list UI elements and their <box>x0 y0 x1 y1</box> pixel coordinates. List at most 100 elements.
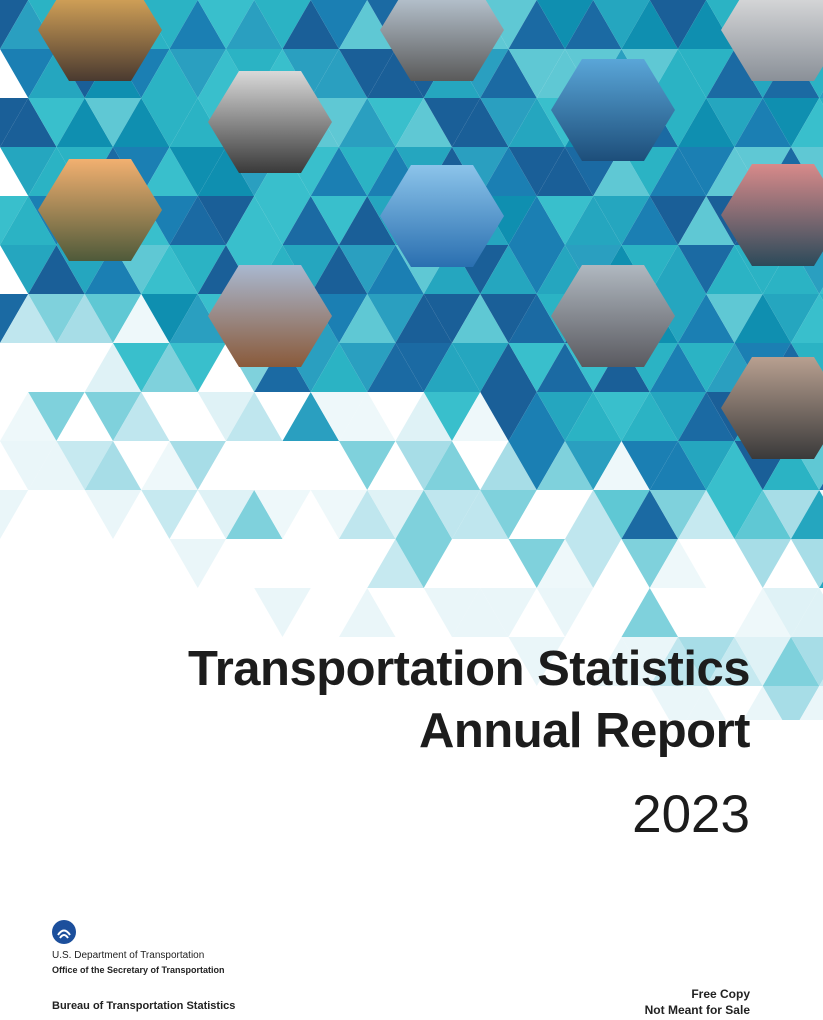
mosaic-triangle <box>649 196 707 245</box>
mosaic-triangle <box>423 588 481 637</box>
mosaic-triangle <box>762 98 820 147</box>
mosaic-triangle <box>282 49 339 98</box>
mosaic-triangle <box>339 49 396 98</box>
mosaic-triangle <box>169 196 226 245</box>
mosaic-triangle <box>339 0 396 49</box>
mosaic-triangle <box>0 392 57 441</box>
mosaic-triangle <box>508 98 565 147</box>
ev-charging-photo <box>208 71 332 173</box>
mosaic-triangle <box>536 490 594 539</box>
mosaic-triangle <box>791 637 823 686</box>
mosaic-triangle <box>0 294 57 343</box>
mosaic-triangle <box>56 294 113 343</box>
mosaic-triangle <box>113 392 170 441</box>
bureau-name: Bureau of Transportation Statistics <box>52 1000 236 1012</box>
mosaic-triangle <box>197 392 255 441</box>
mosaic-triangle <box>480 98 537 147</box>
mosaic-triangle <box>565 490 622 539</box>
mosaic-triangle <box>536 539 594 588</box>
mosaic-triangle <box>254 490 311 539</box>
mosaic-triangle <box>480 588 537 637</box>
mosaic-triangle <box>819 91 823 98</box>
mosaic-triangle <box>678 490 735 539</box>
mosaic-triangle <box>452 441 509 490</box>
mosaic-triangle <box>169 98 226 147</box>
mosaic-triangle <box>197 196 255 245</box>
mosaic-triangle <box>536 441 594 490</box>
mosaic-triangle <box>169 343 226 392</box>
mosaic-triangle <box>593 441 650 490</box>
mosaic-triangle <box>791 539 823 588</box>
mosaic-triangle <box>593 392 650 441</box>
mosaic-triangle <box>678 343 735 392</box>
mosaic-triangle <box>508 490 565 539</box>
mosaic-triangle <box>395 294 452 343</box>
mosaic-triangle <box>480 392 537 441</box>
pipeline-photo <box>721 0 823 81</box>
mosaic-triangle <box>141 0 198 49</box>
mosaic-triangle <box>649 49 707 98</box>
hikers-photo <box>38 0 162 81</box>
mosaic-triangle <box>678 294 735 343</box>
mosaic-triangle <box>621 441 678 490</box>
mosaic-triangle <box>480 441 537 490</box>
cyclist-photo <box>721 357 823 459</box>
mosaic-triangle <box>593 637 650 686</box>
mosaic-triangle <box>423 245 481 294</box>
mosaic-triangle <box>226 490 283 539</box>
mosaic-triangle <box>706 441 763 490</box>
mosaic-triangle <box>423 441 481 490</box>
mosaic-triangle <box>310 0 368 49</box>
mosaic-triangle <box>141 343 198 392</box>
mosaic-triangle <box>0 49 57 98</box>
free-copy-notice: Free Copy Not Meant for Sale <box>645 986 750 1018</box>
mosaic-triangle <box>254 588 311 637</box>
mosaic-triangle <box>141 441 198 490</box>
mosaic-triangle <box>395 343 452 392</box>
photo-hexagons <box>38 0 823 459</box>
mosaic-triangle <box>84 441 142 490</box>
mosaic-triangle <box>84 392 142 441</box>
mosaic-triangle <box>819 294 823 301</box>
mosaic-triangle <box>310 343 368 392</box>
mosaic-triangle <box>621 196 678 245</box>
mosaic-triangle <box>649 392 707 441</box>
mosaic-triangle <box>706 98 763 147</box>
mosaic-triangle <box>649 245 707 294</box>
mosaic-triangle <box>423 490 481 539</box>
mosaic-triangle <box>84 490 142 539</box>
mosaic-triangle <box>169 49 226 98</box>
mosaic-triangle <box>819 483 823 490</box>
mosaic-triangle <box>480 49 537 98</box>
mosaic-triangle <box>141 294 198 343</box>
mosaic-triangle <box>678 196 735 245</box>
mosaic-triangle <box>339 343 396 392</box>
mosaic-triangle <box>282 196 339 245</box>
mosaic-triangle <box>706 49 763 98</box>
mosaic-triangle <box>678 637 735 686</box>
mosaic-triangle <box>791 588 823 637</box>
mosaic-triangle <box>423 343 481 392</box>
mosaic-triangle <box>819 581 823 588</box>
mosaic-triangle <box>621 539 678 588</box>
mosaic-triangle <box>743 686 783 720</box>
mosaic-triangle <box>593 539 650 588</box>
mosaic-triangle <box>141 49 198 98</box>
mosaic-triangle <box>141 147 198 196</box>
mosaic-triangle <box>678 49 735 98</box>
mosaic-triangle <box>762 294 820 343</box>
bridge-photo <box>721 164 823 266</box>
mosaic-triangle <box>480 0 537 49</box>
mosaic-triangle <box>339 196 396 245</box>
mosaic-triangle <box>508 392 565 441</box>
freight-train-photo <box>208 265 332 367</box>
mosaic-triangle <box>84 245 142 294</box>
not-for-sale-label: Not Meant for Sale <box>644 1003 750 1017</box>
mosaic-triangle <box>508 294 565 343</box>
mosaic-triangle <box>508 245 565 294</box>
mosaic-triangle <box>169 245 226 294</box>
mosaic-triangle <box>706 637 763 686</box>
mosaic-triangle <box>678 441 735 490</box>
mosaic-triangle <box>28 294 85 343</box>
mosaic-triangle <box>0 147 57 196</box>
